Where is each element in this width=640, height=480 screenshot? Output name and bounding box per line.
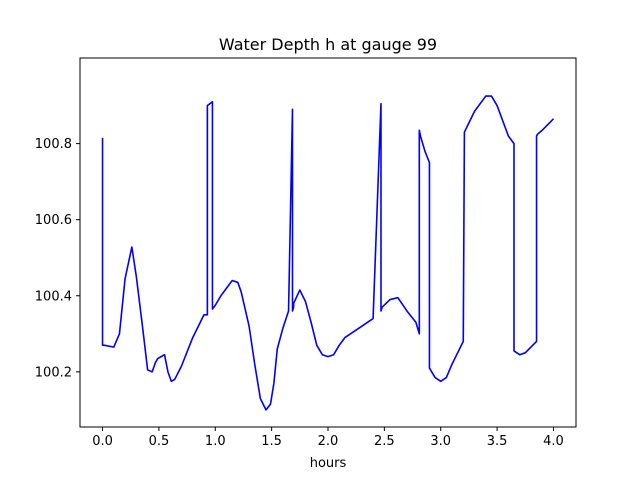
y-tick-label: 100.2 bbox=[35, 365, 72, 380]
x-axis-label: hours bbox=[310, 456, 347, 471]
y-tick-label: 100.8 bbox=[35, 137, 72, 152]
x-tick-label: 3.0 bbox=[430, 434, 451, 449]
x-tick-label: 1.0 bbox=[205, 434, 226, 449]
x-tick-label: 2.0 bbox=[318, 434, 339, 449]
y-axis-ticks: 100.2 100.4 100.6 100.8 bbox=[35, 137, 80, 380]
x-tick-label: 4.0 bbox=[543, 434, 564, 449]
x-tick-label: 0.5 bbox=[149, 434, 170, 449]
series-line-0 bbox=[101, 95, 555, 411]
x-tick-label: 1.5 bbox=[261, 434, 282, 449]
plot-area bbox=[101, 95, 555, 411]
chart-title: Water Depth h at gauge 99 bbox=[219, 35, 437, 54]
x-axis-ticks: 0.0 0.5 1.0 1.5 2.0 2.5 3.0 3.5 4.0 bbox=[92, 427, 564, 449]
x-tick-label: 2.5 bbox=[374, 434, 395, 449]
x-tick-label: 3.5 bbox=[487, 434, 508, 449]
x-tick-label: 0.0 bbox=[92, 434, 113, 449]
y-tick-label: 100.4 bbox=[35, 289, 72, 304]
y-tick-label: 100.6 bbox=[35, 213, 72, 228]
